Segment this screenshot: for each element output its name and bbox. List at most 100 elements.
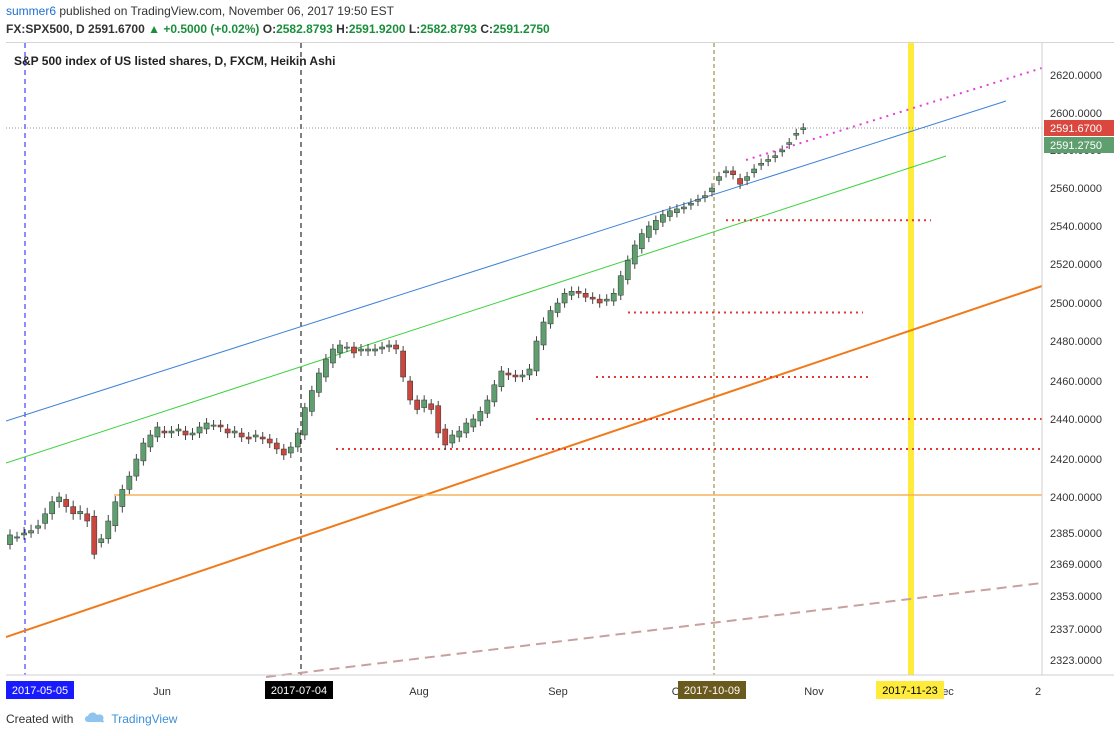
- candle-body: [660, 214, 666, 223]
- candle-body: [765, 159, 772, 162]
- price-tick-label: 2337.0000: [1050, 624, 1102, 636]
- candle-body: [484, 399, 491, 414]
- candle-body: [245, 436, 252, 440]
- candle-body: [280, 448, 287, 456]
- date-badge-label: 2017-05-05: [12, 685, 68, 697]
- price-tick-label: 2460.0000: [1050, 376, 1102, 388]
- time-axis-label: Nov: [804, 686, 824, 698]
- candle-body: [168, 430, 175, 434]
- candle-body: [463, 422, 470, 434]
- candle-body: [667, 210, 673, 217]
- candle-body: [477, 411, 484, 422]
- orange-trend-line: [5, 285, 1043, 638]
- candle-body: [758, 163, 764, 166]
- candle-body: [624, 259, 631, 280]
- candle-body: [793, 133, 800, 136]
- candle-body: [547, 310, 554, 325]
- candle-body: [540, 321, 547, 346]
- time-axis-label: ec: [942, 686, 954, 698]
- candle-body: [35, 525, 41, 529]
- candle-body: [617, 275, 624, 296]
- candle-body: [449, 434, 456, 444]
- candle-body: [428, 403, 435, 410]
- date-badge-bg: [6, 681, 74, 699]
- tradingview-link[interactable]: TradingView: [111, 711, 178, 726]
- candle-body: [786, 142, 793, 145]
- author-link[interactable]: summer6: [6, 4, 57, 18]
- price-tick-label: 2480.0000: [1050, 336, 1102, 348]
- candle-body: [140, 442, 147, 462]
- price-tick-label: 2420.0000: [1050, 454, 1102, 466]
- open-value: 2582.8793: [276, 22, 333, 36]
- price-tag-label: 2591.6700: [1050, 123, 1102, 135]
- price-tick-label: 2440.0000: [1050, 414, 1102, 426]
- time-axis-label: Jun: [153, 686, 171, 698]
- footer: Created with TradingView: [6, 710, 177, 727]
- chart-title: S&P 500 index of US listed shares, D, FX…: [14, 54, 335, 68]
- candle-body: [561, 293, 568, 304]
- candle-body: [365, 348, 371, 352]
- publish-info: published on TradingView.com, November 0…: [56, 4, 395, 18]
- price-tick-label: 2323.0000: [1050, 655, 1102, 667]
- candle-body: [442, 428, 449, 446]
- price-tick-label: 2560.0000: [1050, 183, 1102, 195]
- close-value: 2591.2750: [492, 22, 550, 36]
- candle-body: [652, 220, 659, 231]
- publish-line: summer6 published on TradingView.com, No…: [6, 4, 394, 18]
- candle-body: [674, 208, 680, 213]
- candle-body: [224, 428, 231, 434]
- candle-body: [14, 536, 20, 539]
- date-badge-label: 2017-07-04: [271, 685, 327, 697]
- candle-body: [7, 534, 13, 545]
- price-tick-label: 2385.0000: [1050, 528, 1102, 540]
- candle-body: [189, 432, 196, 436]
- candle-body: [688, 202, 694, 206]
- date-badge-bg: [876, 681, 944, 699]
- candle-body: [273, 442, 280, 450]
- candle-body: [231, 430, 238, 434]
- date-badge-bg: [678, 681, 746, 699]
- candle-body: [414, 399, 421, 410]
- time-axis-label: Aug: [409, 686, 429, 698]
- candle-body: [252, 434, 259, 438]
- candle-body: [323, 358, 329, 378]
- candle-body: [716, 176, 722, 181]
- candle-body: [21, 532, 27, 536]
- candle-body: [330, 348, 336, 364]
- candle-body: [723, 170, 729, 174]
- price-tick-label: 2369.0000: [1050, 559, 1102, 571]
- candle-body: [316, 372, 322, 393]
- ohlc-line: FX:SPX500, D 2591.6700 ▲ +0.5000 (+0.02%…: [6, 22, 550, 36]
- candle-body: [702, 195, 708, 198]
- candle-body: [217, 424, 224, 428]
- high-value: 2591.9200: [348, 22, 406, 36]
- candle-body: [70, 506, 77, 515]
- candle-body: [610, 293, 617, 302]
- high-label: H:: [336, 22, 349, 36]
- candle-body: [554, 302, 561, 313]
- candle-body: [400, 350, 406, 378]
- chart-frame: 2620.00002600.00002580.00002560.00002540…: [5, 42, 1114, 701]
- price-tag-label: 2591.2750: [1050, 140, 1102, 152]
- candle-body: [238, 432, 245, 438]
- candle-body: [210, 424, 217, 427]
- candle-body: [301, 407, 308, 436]
- price-tag-bg: [1044, 137, 1114, 153]
- candle-body: [56, 496, 62, 503]
- price-tick-label: 2500.0000: [1050, 298, 1102, 310]
- tradingview-cloud-icon: [83, 710, 107, 727]
- pink-dashed-line: [265, 582, 1043, 678]
- candle-body: [645, 225, 652, 238]
- candle-body: [533, 340, 540, 372]
- candle-body: [98, 538, 105, 543]
- chart-svg[interactable]: 2620.00002600.00002580.00002560.00002540…: [5, 43, 1114, 701]
- candle-body: [309, 390, 315, 412]
- candle-body: [751, 168, 757, 174]
- candle-body: [133, 458, 140, 477]
- candle-body: [681, 206, 687, 210]
- candle-body: [730, 170, 736, 175]
- candle-body: [421, 399, 428, 408]
- time-axis-label: Sep: [548, 686, 568, 698]
- candle-body: [287, 446, 294, 454]
- candle-body: [203, 422, 210, 430]
